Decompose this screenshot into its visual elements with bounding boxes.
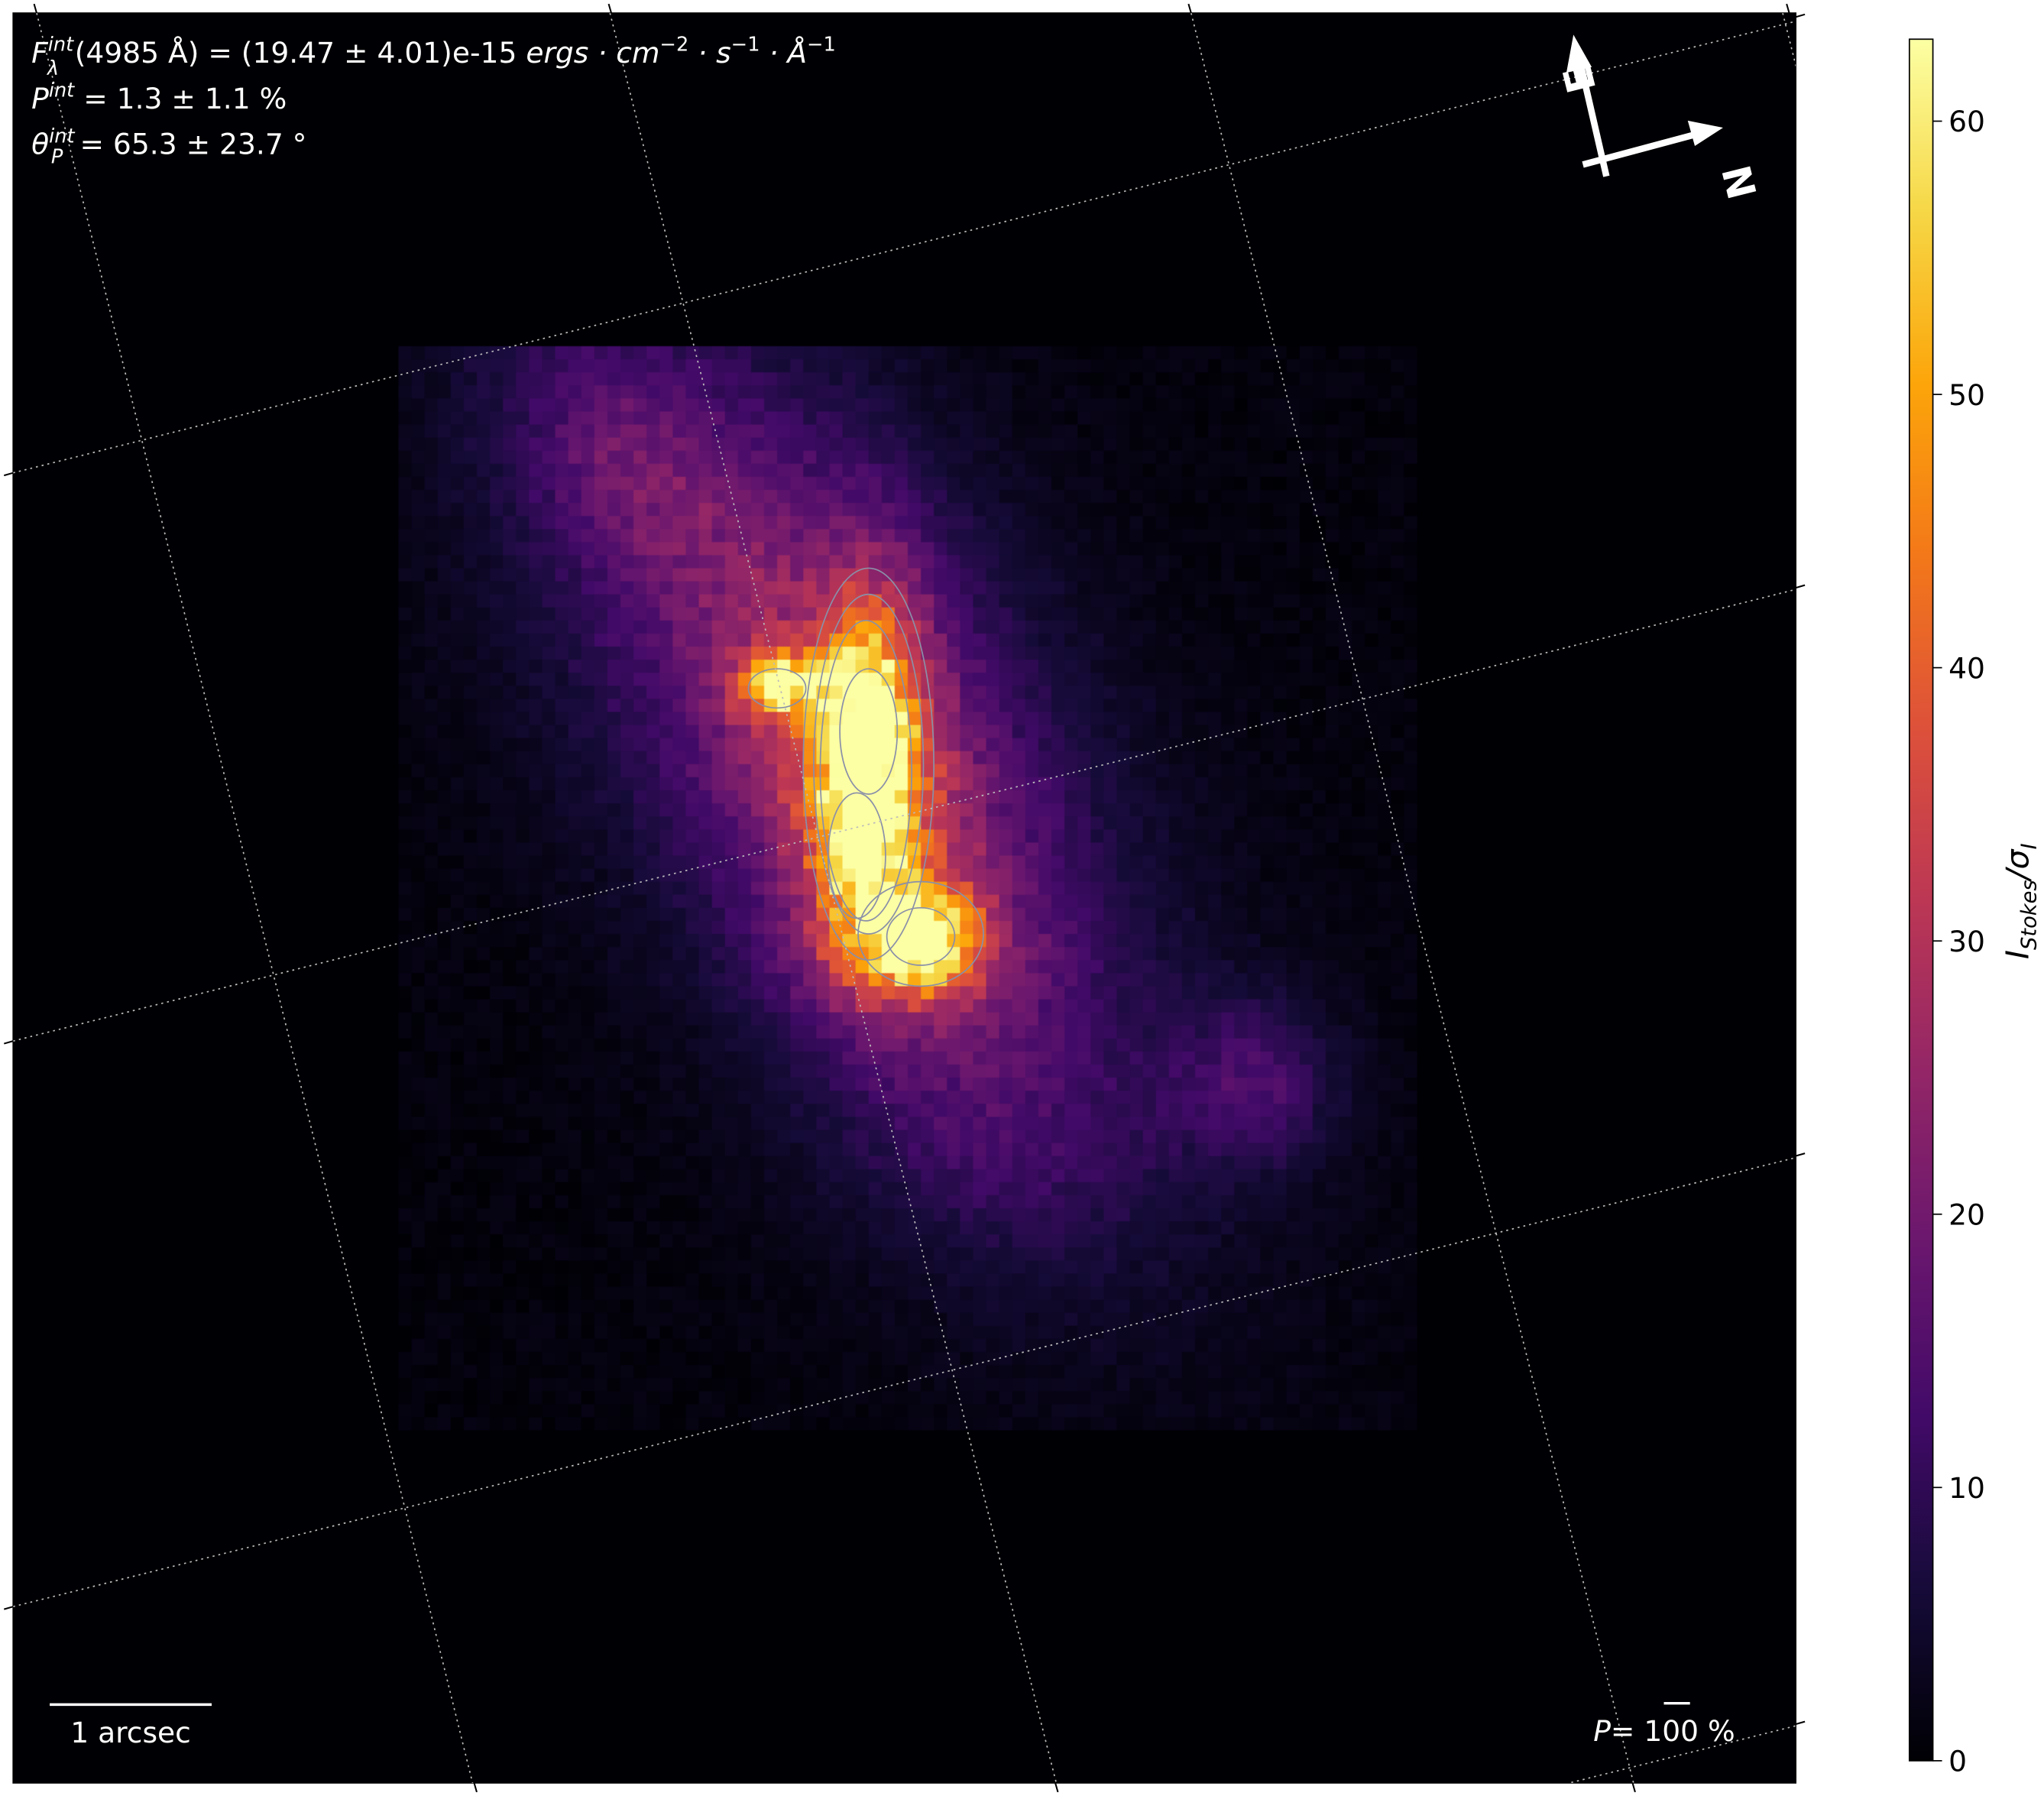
grid-line <box>13 1156 1796 1608</box>
colorbar-tick-label: 40 <box>1948 651 1985 685</box>
contours <box>747 567 984 987</box>
contour-line <box>819 619 912 922</box>
compass <box>1566 34 1723 177</box>
grid-line <box>1782 13 1796 68</box>
grid-line <box>13 588 1796 1042</box>
north-arrowhead-icon <box>1687 120 1723 147</box>
colorbar-tick-label: 30 <box>1948 925 1985 958</box>
contour-line <box>827 792 886 919</box>
scale-bar-label: 1 arcsec <box>70 1716 191 1749</box>
colorbar-ticks: 0 10 20 30 40 50 60 <box>1932 105 1985 1778</box>
grid-line <box>1566 1725 1796 1783</box>
colorbar <box>1908 38 1934 1762</box>
colorbar-tick-label: 60 <box>1948 105 1985 138</box>
grid-line <box>13 20 1796 474</box>
coordinate-grid <box>13 13 1796 1783</box>
flux-annotation: Fint λ (4985 Å) = (19.47 ± 4.01)e-15 ergs … <box>31 34 836 80</box>
contour-line <box>857 880 984 987</box>
polarization-scale-label: P= 100 % <box>1593 1714 1735 1748</box>
axis-ticks <box>3 3 1806 1793</box>
polarization-degree-annotation: Pint = 1.3 ± 1.1 % <box>31 79 287 115</box>
colorbar-tick-label: 10 <box>1948 1471 1985 1505</box>
colorbar-tick-label: 0 <box>1948 1745 1967 1778</box>
heatmap-image <box>13 13 1796 1783</box>
contour-line <box>747 668 807 709</box>
polarization-angle-annotation: θint P = 65.3 ± 23.7 ° <box>31 125 306 168</box>
contour-line <box>886 906 956 966</box>
contour-line <box>813 593 925 935</box>
colorbar-label: IStokes/σI <box>1999 843 2041 959</box>
colorbar-tick-label: 20 <box>1948 1198 1985 1231</box>
contour-line <box>802 567 935 961</box>
east-arrowhead-icon <box>1566 34 1592 73</box>
north-arrow-shaft <box>1582 131 1696 168</box>
colorbar-tick-label: 50 <box>1948 378 1985 412</box>
contour-line <box>839 668 899 795</box>
